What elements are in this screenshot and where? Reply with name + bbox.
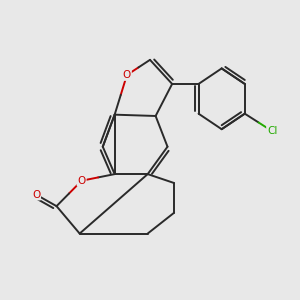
Text: O: O — [123, 70, 131, 80]
Text: O: O — [77, 176, 86, 186]
Text: O: O — [32, 190, 40, 200]
Text: Cl: Cl — [267, 126, 278, 136]
